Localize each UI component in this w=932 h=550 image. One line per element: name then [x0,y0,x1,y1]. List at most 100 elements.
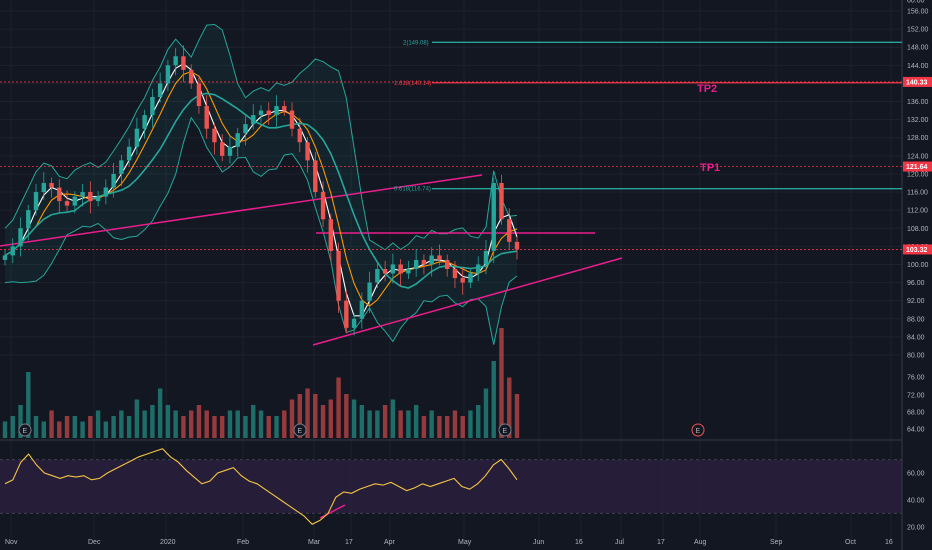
time-tick-label: Apr [384,539,396,546]
candle-body [351,318,357,328]
candle-body [10,246,15,256]
volume-bar [227,410,233,438]
volume-bar [266,416,271,438]
volume-tick-label: 68.00 [907,410,925,417]
fib-level-label: 1.618(140.14) [394,81,431,87]
volume-bar [359,405,365,438]
price-badge [903,244,932,255]
support-trendline[interactable] [312,257,623,346]
volume-bar [476,405,481,438]
volume-bar [344,394,349,438]
volume-tick-label: 72.00 [907,393,925,400]
volume-bar [313,394,318,438]
price-tick-label: 120.00 [907,171,929,178]
volume-bar [10,416,15,438]
time-axis: Nov Dec 2020 Feb Mar 17 Apr May Jun 16 Jul 17 Aug Sep… [5,539,893,546]
candle-body [103,187,109,197]
price-badge-label: 140.33 [906,79,928,86]
candle-body [468,273,473,283]
volume-bar [88,416,93,438]
volume-bar [41,421,46,438]
price-tick-label: 112.00 [907,208,928,215]
candle-body [64,201,70,206]
volume-bar [165,405,171,438]
candle-body [80,192,85,197]
volume-bar [258,410,264,438]
volume-bar [444,416,450,438]
earnings-icon [498,423,512,437]
candle-body [111,173,116,188]
candle-body [274,106,279,116]
volume-bar [72,416,78,438]
price-badge-label: 103.32 [906,247,928,254]
candle-body [235,133,240,147]
time-tick-label: May [458,539,472,546]
candle-body [220,142,225,156]
candle-body [367,282,372,301]
candle-body [134,128,140,147]
candle-body [95,196,101,202]
candle-body [359,300,365,319]
volume-bar [235,410,240,438]
volume-bar [49,410,54,438]
time-tick-label: Aug [694,539,707,546]
volume-bar [406,410,411,438]
candle-body [514,241,520,250]
price-badge [903,161,932,172]
candle-body [33,192,39,211]
candle-body [282,106,287,111]
candle-body [18,228,23,247]
time-tick-label: Mar [308,539,321,546]
candle-body [126,146,132,161]
bollinger-upper [4,23,518,251]
volume-bar [413,405,419,438]
volume-bar [507,377,512,438]
candle-body [196,83,202,107]
earnings-icon-label: E [503,428,508,435]
earnings-icon-label: E [696,428,701,435]
candle-body [41,183,46,193]
candle-body [499,183,504,220]
candle-body [142,115,147,129]
candle-body [188,69,194,84]
candle-body [483,250,489,265]
trend-lines[interactable] [0,174,623,519]
volume-bar [421,416,427,438]
price-tick-label: 124.00 [907,153,929,160]
time-tick-label: 2020 [160,539,176,546]
rsi-trendline[interactable] [319,504,346,519]
candle-body [444,259,450,269]
volume-bar [196,405,202,438]
candle-body [212,128,217,143]
volume-bar [251,405,256,438]
candle-body [398,264,403,274]
candle-body [406,269,411,274]
candle-body [328,219,334,251]
price-tick-label: 100.00 [907,262,929,269]
volume-bar [297,394,302,438]
volume-bar [390,399,396,438]
volume-bar [18,405,23,438]
candle-body [88,192,93,202]
volume-bar [33,416,39,438]
volume-bar [499,328,504,438]
volume-bar [119,410,124,438]
upper-trendline[interactable] [0,174,483,247]
price-tick-label: 128.00 [907,135,929,142]
volume-bars [2,328,520,438]
candle-body [390,264,396,274]
candle-body [413,259,419,269]
rsi-band [0,460,902,513]
volume-bar [491,361,496,438]
volume-bar [351,399,357,438]
rsi-path [4,448,518,525]
volume-bar [328,399,334,438]
volume-bar [274,416,279,438]
volume-bar [398,410,403,438]
volume-bar [111,416,116,438]
fibonacci-levels: 2(149.08) 1.618(140.14) 0.618(116.74) [0,40,902,250]
price-tick-label: 96.00 [907,280,925,287]
